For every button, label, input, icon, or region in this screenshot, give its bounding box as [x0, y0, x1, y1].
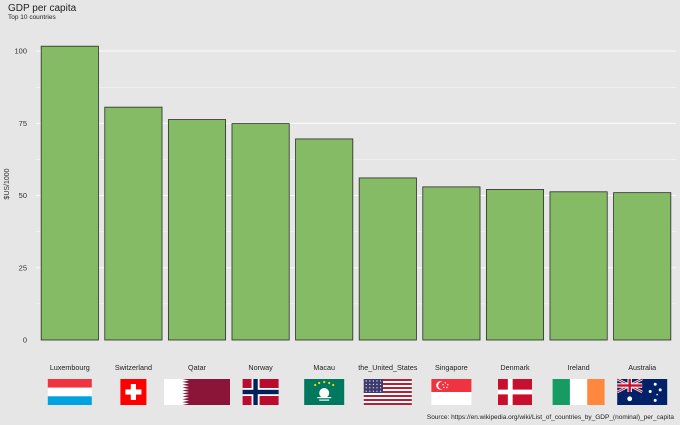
x-tick-label: Macau — [313, 363, 335, 372]
bar-denmark — [485, 189, 545, 341]
y-tick-label: 25 — [19, 263, 27, 272]
chart-title: GDP per capita — [8, 3, 77, 14]
x-tick-label: Denmark — [500, 363, 530, 372]
singapore-flag — [431, 379, 472, 405]
norway-flag — [242, 379, 279, 405]
luxembourg-flag — [47, 379, 92, 405]
x-tick-label: Singapore — [435, 363, 468, 372]
bar-singapore — [422, 186, 481, 341]
denmark-flag — [498, 379, 532, 405]
bar-ireland — [549, 191, 608, 341]
y-tick-label: 75 — [19, 119, 27, 128]
ireland-flag — [552, 379, 605, 405]
y-tick-label: 0 — [23, 336, 27, 345]
y-axis-label: $US/1000 — [4, 168, 11, 199]
bar-macau — [295, 138, 354, 341]
x-tick-label: Switzerland — [115, 363, 152, 372]
switzerland-flag — [120, 379, 147, 405]
qatar-flag — [164, 379, 230, 405]
australia-flag — [616, 377, 668, 405]
bar-qatar — [167, 119, 227, 341]
x-tick-label: Australia — [628, 363, 656, 372]
chart-subtitle: Top 10 countries — [8, 14, 56, 21]
x-tick-label: Ireland — [568, 363, 590, 372]
x-tick-label: Qatar — [188, 363, 207, 372]
x-tick-label: the_United_States — [358, 363, 418, 372]
x-tick-label: Norway — [248, 363, 273, 372]
y-tick-label: 100 — [14, 47, 27, 56]
y-tick-label: 50 — [19, 191, 27, 200]
x-tick-label: Luxembourg — [50, 363, 90, 372]
bar-australia — [613, 192, 672, 341]
macau-flag — [304, 379, 345, 405]
bars — [40, 45, 672, 341]
source-caption: Source: https://en.wikipedia.org/wiki/Li… — [426, 414, 674, 421]
bar-luxembourg — [40, 45, 99, 341]
bar-norway — [231, 123, 290, 341]
united-states-flag — [363, 379, 412, 405]
bar-switzerland — [104, 106, 163, 341]
bar-the_united_states — [358, 177, 417, 341]
